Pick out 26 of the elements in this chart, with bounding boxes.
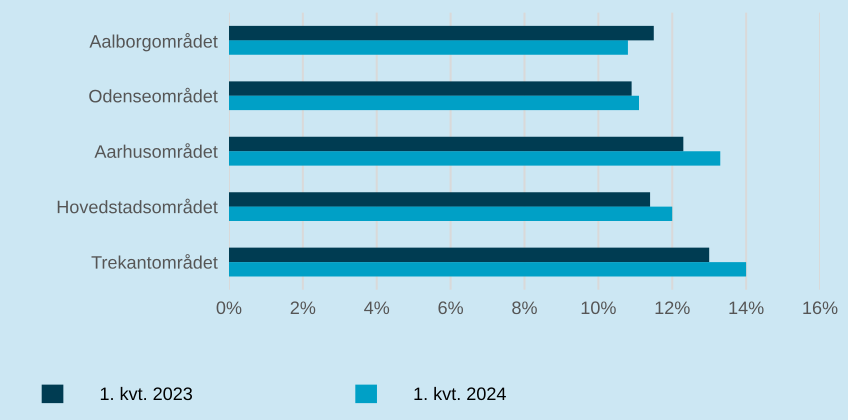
y-tick-label: Aarhusområdet (94, 143, 218, 158)
bar (228, 40, 628, 55)
x-tick-label: 2% (290, 301, 316, 314)
y-tick-label: Aalborgområdet (89, 33, 218, 52)
legend-label: 1. kvt. 2024 (414, 386, 506, 400)
x-tick-label: 16% (803, 301, 838, 314)
y-tick-label: Hovedstadsområdet (58, 198, 218, 214)
x-tick-label: 0% (216, 301, 242, 314)
x-tick-label: 8% (512, 301, 537, 314)
x-tick-label: 10% (582, 301, 616, 314)
y-tick-label: Odenseområdet (89, 88, 218, 102)
x-tick-label: 4% (364, 301, 390, 314)
x-tick-label: 12% (656, 301, 690, 314)
x-tick-label: 14% (729, 301, 764, 314)
bar (228, 26, 654, 40)
bar (228, 96, 640, 110)
bar (228, 192, 650, 207)
bar (228, 81, 632, 96)
bar (228, 262, 746, 276)
y-tick-label: Trekantområdet (91, 254, 218, 269)
bar (228, 206, 672, 222)
legend-label: 1. kvt. 2023 (100, 386, 192, 400)
bar (228, 151, 720, 166)
bar (228, 248, 710, 262)
bar (228, 136, 684, 152)
x-tick-label: 6% (438, 301, 464, 314)
